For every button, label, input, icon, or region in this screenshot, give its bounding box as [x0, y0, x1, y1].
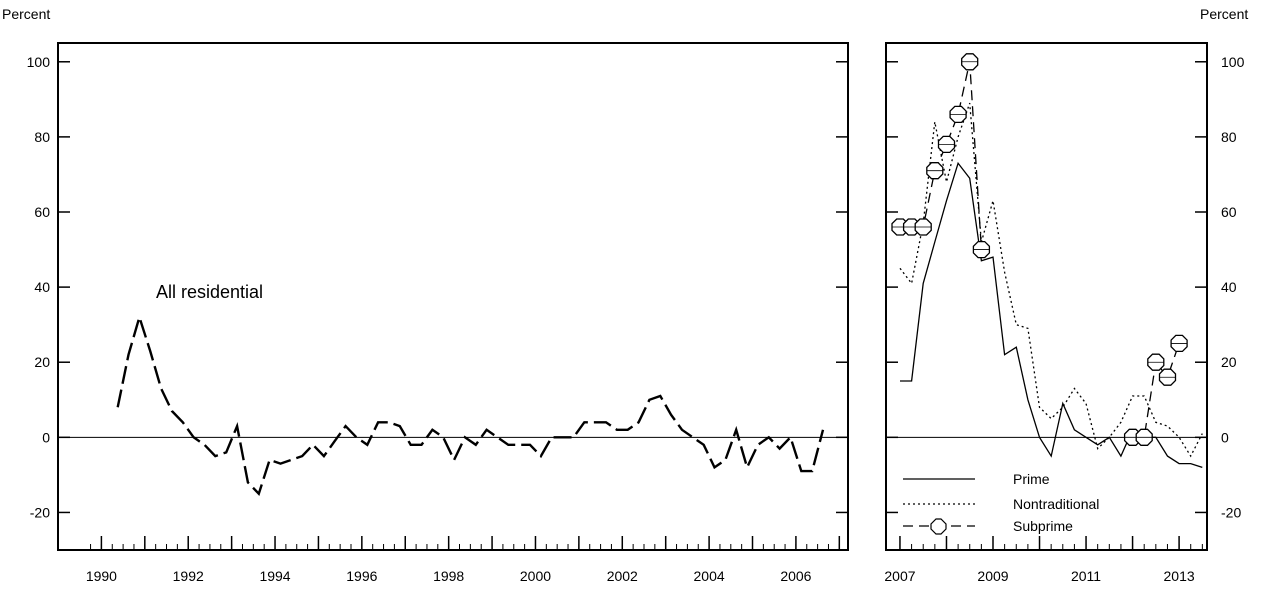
x-tick-label: 2000	[520, 568, 551, 584]
legend: Prime Nontraditional Subprime	[903, 471, 1099, 535]
x-tick-label: 2002	[607, 568, 638, 584]
y-tick-label: 80	[34, 129, 50, 145]
series-line-prime	[900, 161, 1203, 469]
y-tick-label: 20	[1221, 354, 1237, 370]
series-line-all-residential	[116, 313, 825, 496]
legend-nontraditional-label: Nontraditional	[1013, 496, 1099, 512]
right-panel: Percent -20 0 20 40 60 80 100 2007 2009 2011 2013…	[884, 6, 1248, 584]
left-y-axis-label: Percent	[2, 6, 50, 22]
x-tick-label: 2006	[780, 568, 811, 584]
right-x-ticks: 2007 2009 2011 2013	[884, 536, 1203, 584]
y-tick-label: 20	[34, 354, 50, 370]
y-tick-label: 80	[1221, 129, 1237, 145]
x-tick-label: 1998	[433, 568, 464, 584]
left-series-group	[116, 313, 825, 496]
y-tick-label: 60	[34, 204, 50, 220]
y-tick-label: 60	[1221, 204, 1237, 220]
series-line-nontraditional	[899, 102, 1203, 458]
y-tick-label: 100	[1221, 54, 1245, 70]
y-tick-label: -20	[1221, 504, 1241, 520]
x-tick-label: 1994	[259, 568, 290, 584]
left-y-ticks: -20 0 20 40 60 80 100	[27, 54, 848, 520]
left-panel: Percent All residential -20020406080100 …	[2, 6, 849, 584]
annotation-all-residential: All residential	[156, 282, 263, 302]
left-plot-frame	[57, 42, 849, 551]
x-tick-label: 1990	[86, 568, 117, 584]
right-y-ticks: -20 0 20 40 60 80 100	[886, 54, 1245, 520]
x-tick-label: 1992	[173, 568, 204, 584]
legend-subprime-marker	[930, 518, 947, 535]
left-x-ticks: 1990 1992 1994 1996 1998 2000 2002 2004 2006	[86, 536, 841, 584]
x-tick-label: 2004	[694, 568, 725, 584]
x-tick-label: 2009	[977, 568, 1008, 584]
x-tick-label: 1996	[346, 568, 377, 584]
y-tick-label: 40	[1221, 279, 1237, 295]
legend-prime-label: Prime	[1013, 471, 1050, 487]
x-tick-label: 2011	[1071, 568, 1101, 584]
right-y-axis-label: Percent	[1200, 6, 1248, 22]
y-tick-label: 100	[27, 54, 51, 70]
x-tick-label: 2013	[1164, 568, 1195, 584]
legend-subprime-label: Subprime	[1013, 518, 1073, 534]
right-series-group	[891, 53, 1203, 469]
right-plot-frame	[885, 42, 1208, 551]
y-tick-label: 40	[34, 279, 50, 295]
y-tick-label: 0	[1221, 429, 1229, 445]
y-tick-label: -20	[30, 504, 50, 520]
y-tick-label: 0	[42, 429, 50, 445]
x-tick-label: 2007	[884, 568, 915, 584]
